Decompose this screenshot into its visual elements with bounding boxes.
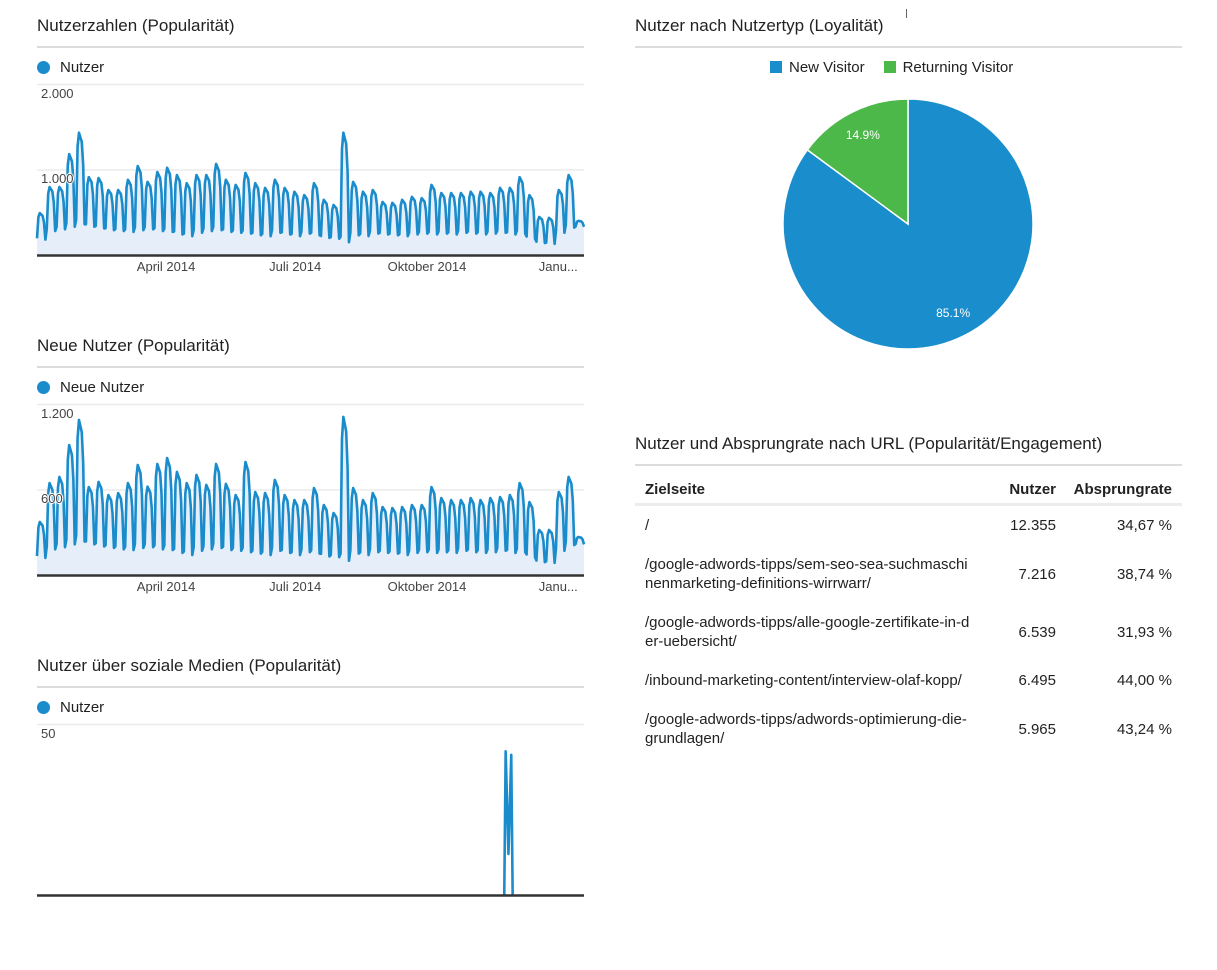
chart-legend: Nutzer xyxy=(37,57,104,77)
widget-title: Neue Nutzer (Popularität) xyxy=(37,336,230,355)
line-chart-plot xyxy=(35,83,586,257)
x-axis-tick: Janu... xyxy=(538,579,578,594)
cell-landing-page: /google-adwords-tipps/alle-google-zertif… xyxy=(645,614,970,650)
line-chart-plot xyxy=(35,403,586,577)
title-divider xyxy=(37,46,584,48)
y-axis-tick: 2.000 xyxy=(41,86,74,101)
cell-users: 7.216 xyxy=(1018,565,1056,583)
pie-chart: 85.1% 14.9% xyxy=(782,98,1034,350)
table-row: / 12.355 34,67 % xyxy=(635,506,1182,545)
widget-title: Nutzerzahlen (Popularität) xyxy=(37,16,235,35)
cell-users: 12.355 xyxy=(1010,517,1056,534)
widget-title: Nutzer über soziale Medien (Popularität) xyxy=(37,656,342,675)
legend-square-icon xyxy=(770,61,782,73)
line-chart-plot xyxy=(37,723,584,897)
series-line xyxy=(35,415,586,565)
y-axis-tick: 50 xyxy=(41,726,56,741)
series-line xyxy=(35,131,586,246)
pie-slice-label: 14.9% xyxy=(846,128,880,142)
legend-dot-icon xyxy=(37,380,50,394)
cell-landing-page: /inbound-marketing-content/interview-ola… xyxy=(645,672,962,689)
widget-user-type: Nutzer nach Nutzertyp (Loyalität) New Vi… xyxy=(635,0,1182,380)
y-axis-tick: 600 xyxy=(41,491,63,506)
widget-title: Nutzer nach Nutzertyp (Loyalität) xyxy=(635,16,884,35)
cell-landing-page: /google-adwords-tipps/adwords-optimierun… xyxy=(645,711,967,747)
table-row: /google-adwords-tipps/sem-seo-sea-suchma… xyxy=(635,545,1182,603)
widget-url-table: Nutzer und Absprungrate nach URL (Popula… xyxy=(635,418,1182,763)
title-divider xyxy=(37,686,584,688)
legend-label: Returning Visitor xyxy=(902,58,1014,76)
x-axis-tick: Janu... xyxy=(538,259,578,274)
column-header-users: Nutzer xyxy=(1009,481,1056,498)
y-axis-tick: 1.200 xyxy=(41,406,74,421)
legend-item-new-visitor: New Visitor xyxy=(770,59,865,76)
pie-legend: New Visitor Returning Visitor xyxy=(770,57,1013,77)
legend-dot-icon xyxy=(37,60,50,74)
y-axis-tick: 1.000 xyxy=(41,171,74,186)
legend-label: New Visitor xyxy=(789,58,865,76)
title-divider xyxy=(635,46,1182,48)
data-table: Zielseite Nutzer Absprungrate / 12.355 3… xyxy=(635,477,1182,758)
column-header-bounce-rate: Absprungrate xyxy=(1073,481,1172,498)
cell-bounce-rate: 38,74 % xyxy=(1116,565,1172,583)
cell-landing-page: / xyxy=(645,517,650,534)
table-row: /inbound-marketing-content/interview-ola… xyxy=(635,661,1182,700)
legend-item-returning-visitor: Returning Visitor xyxy=(883,58,1014,76)
text-cursor-icon xyxy=(906,9,907,18)
widget-new-users-over-time: Neue Nutzer (Popularität) Neue Nutzer 1.… xyxy=(35,320,586,650)
x-axis-tick: Juli 2014 xyxy=(269,579,322,594)
cell-users: 6.539 xyxy=(1018,623,1056,641)
legend-label: Nutzer xyxy=(60,58,105,76)
legend-label: Neue Nutzer xyxy=(60,378,145,396)
x-axis-tick: April 2014 xyxy=(136,579,196,594)
table-header: Zielseite Nutzer Absprungrate xyxy=(635,477,1182,506)
pie-slice-label: 85.1% xyxy=(936,306,970,320)
x-axis-tick: April 2014 xyxy=(136,259,196,274)
chart-legend: Neue Nutzer xyxy=(37,377,144,397)
widget-users-over-time: Nutzerzahlen (Popularität) Nutzer 2.000 … xyxy=(35,0,586,330)
x-axis-tick: Oktober 2014 xyxy=(387,579,467,594)
title-divider xyxy=(635,464,1182,466)
cell-landing-page: /google-adwords-tipps/sem-seo-sea-suchma… xyxy=(645,556,968,592)
column-header-landing-page: Zielseite xyxy=(645,481,706,498)
cell-bounce-rate: 43,24 % xyxy=(1116,720,1172,738)
legend-label: Nutzer xyxy=(60,698,105,716)
table-row: /google-adwords-tipps/alle-google-zertif… xyxy=(635,603,1182,661)
cell-bounce-rate: 44,00 % xyxy=(1116,672,1172,689)
cell-bounce-rate: 34,67 % xyxy=(1116,517,1172,534)
series-line xyxy=(502,750,514,896)
x-axis-tick: Juli 2014 xyxy=(269,259,322,274)
legend-dot-icon xyxy=(37,700,50,714)
cell-users: 6.495 xyxy=(1018,672,1056,689)
widget-social-users: Nutzer über soziale Medien (Popularität)… xyxy=(37,640,584,970)
widget-title: Nutzer und Absprungrate nach URL (Popula… xyxy=(635,434,1103,453)
title-divider xyxy=(37,366,584,368)
chart-legend: Nutzer xyxy=(37,697,104,717)
cell-bounce-rate: 31,93 % xyxy=(1116,623,1172,641)
pie-slice-returning-visitor xyxy=(806,98,909,226)
table-row: /google-adwords-tipps/adwords-optimierun… xyxy=(635,700,1182,758)
cell-users: 5.965 xyxy=(1018,720,1056,738)
x-axis-tick: Oktober 2014 xyxy=(387,259,467,274)
legend-square-icon xyxy=(883,61,896,73)
